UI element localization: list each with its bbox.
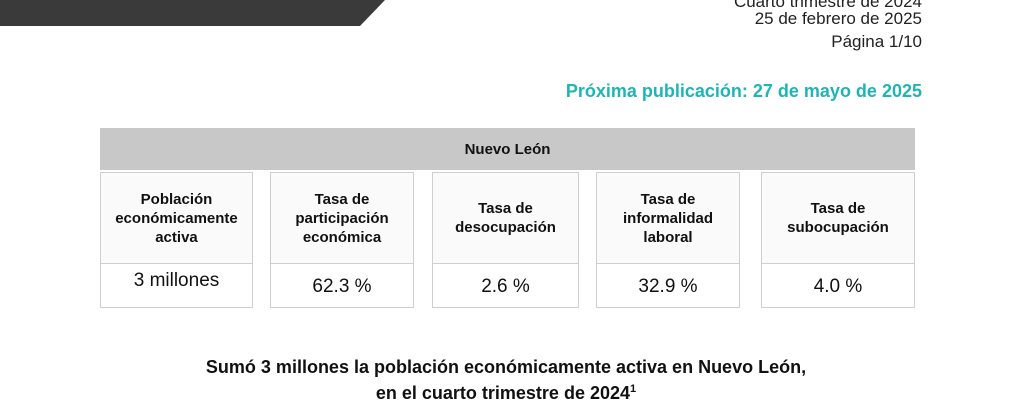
label-line: Tasa de [478,200,533,217]
label-line: desocupación [455,219,556,236]
indicator-value: 3 millones [133,269,220,291]
indicator-card: Población económicamente activa 3 millones [100,172,253,308]
indicator-card: Tasa de subocupación 4.0 % [761,172,915,308]
label-line: Tasa de [810,200,866,217]
label-line: activa [155,228,198,246]
label-line: subocupación [787,219,889,236]
indicator-card: Tasa de participación económica 62.3 % [270,172,414,308]
indicator-value: 32.9 % [638,275,698,297]
indicator-card: Tasa de informalidad laboral 32.9 % [596,172,740,308]
label-line: económicamente [115,209,238,227]
label-line: laboral [643,228,693,246]
date: 25 de febrero de 2025 [754,9,922,28]
indicator-label: Tasa de participación económica [271,173,413,264]
header-shape [0,0,385,26]
table-title: Nuevo León [100,128,915,170]
indicator-value: 62.3 % [312,275,372,297]
indicator-label: Tasa de informalidad laboral [597,173,739,264]
label-line: informalidad [622,209,713,227]
page-number: Página 1/10 [831,32,922,51]
headline: Sumó 3 millones la población económicame… [0,356,1012,378]
indicator-label: Tasa de desocupación [433,173,578,264]
indicator-label: Población económicamente activa [101,173,252,264]
period: Cuarto trimestre de 2024 [733,0,922,11]
label-line: económica [302,228,382,246]
indicator-card: Tasa de desocupación 2.6 % [432,172,579,308]
headline-line: Sumó 3 millones la población económicame… [205,357,807,377]
next-publication: Próxima publicación: 27 de mayo de 2025 [565,81,922,101]
label-line: participación [295,209,389,227]
indicator-value: 2.6 % [481,275,530,297]
indicator-label: Tasa de subocupación [762,173,914,264]
headline: en el cuarto trimestre de 20241 [0,378,1012,404]
label-line: Tasa de [314,190,370,208]
label-line: Población [140,190,213,208]
indicator-value: 4.0 % [813,275,863,297]
footnote-mark: 1 [630,383,637,395]
label-line: Tasa de [640,190,696,208]
headline-line: en el cuarto trimestre de 2024 [375,383,630,403]
